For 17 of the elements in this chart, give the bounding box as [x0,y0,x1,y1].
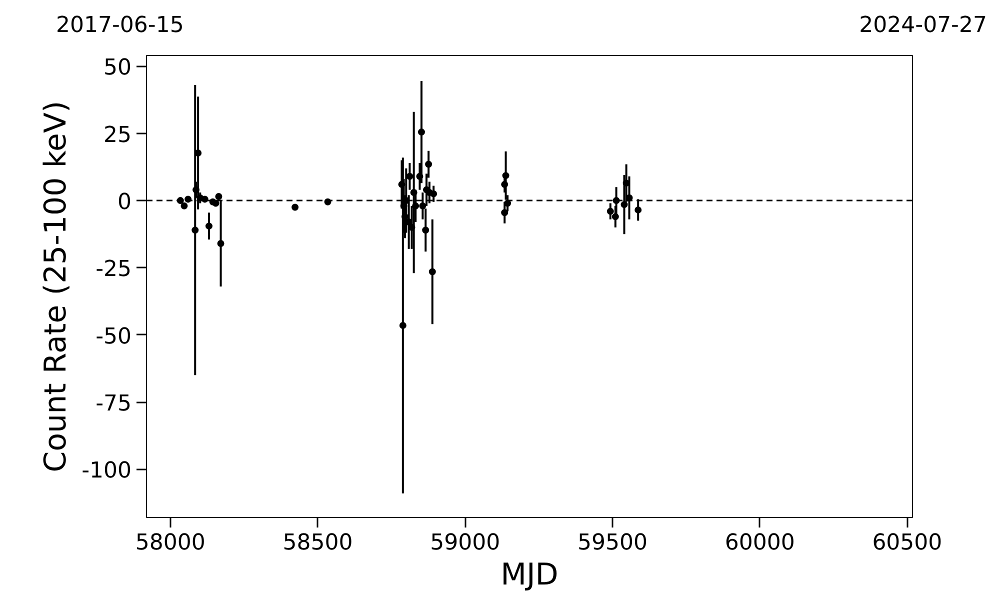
text: 2017-06-15 [56,12,184,40]
y-tick-label: 25 [104,122,132,148]
x-tick-label: 58500 [282,530,353,556]
y-tick-label: -25 [96,257,132,282]
x-tick-label: 60500 [872,530,942,556]
text: 2024-07-27 [859,12,987,40]
x-tick-label: 59500 [577,530,648,556]
x-tick-label: 60000 [724,530,795,556]
y-tick-label: -50 [96,324,132,350]
y-tick-label: -100 [82,458,132,484]
y-tick-label: 50 [104,56,132,81]
x-tick-label: 59000 [430,530,500,556]
y-axis-title: Count Rate (25-100 keV) [38,100,74,472]
y-tick-label: -75 [96,392,132,416]
x-tick-label: 58000 [135,530,206,556]
x-axis-title: MJD [500,558,558,592]
y-tick-label: 0 [118,190,132,216]
